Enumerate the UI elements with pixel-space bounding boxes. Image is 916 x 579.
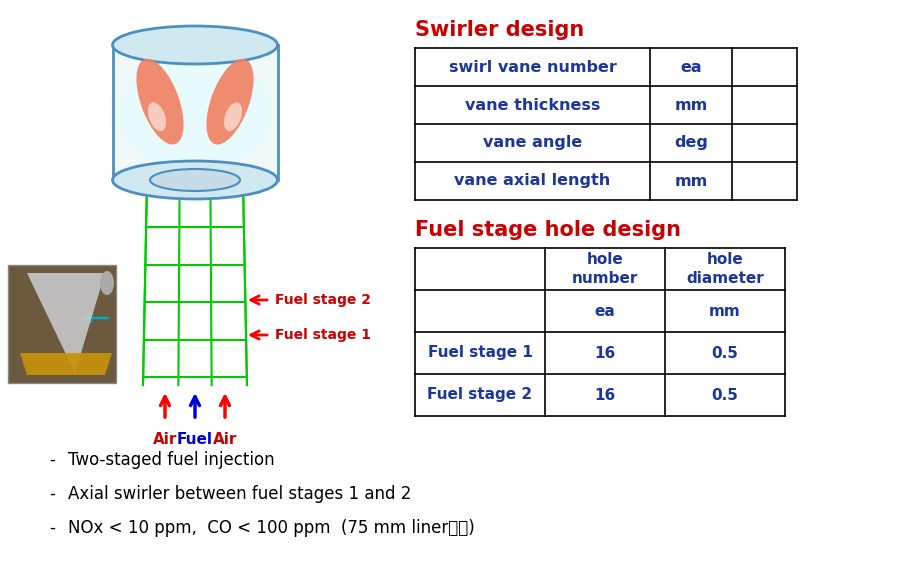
Text: -: - <box>49 485 55 503</box>
Text: ea: ea <box>681 60 702 75</box>
Text: vane axial length: vane axial length <box>454 174 611 189</box>
Text: 16: 16 <box>594 387 616 402</box>
Text: 16: 16 <box>594 346 616 361</box>
Polygon shape <box>20 353 112 375</box>
Text: mm: mm <box>674 174 708 189</box>
Text: -: - <box>49 519 55 537</box>
Text: Fuel stage 2: Fuel stage 2 <box>275 293 371 307</box>
Text: Air: Air <box>213 432 237 447</box>
Ellipse shape <box>136 59 183 145</box>
Text: Fuel stage hole design: Fuel stage hole design <box>415 220 681 240</box>
Text: Fuel: Fuel <box>177 432 213 447</box>
Text: Fuel stage 1: Fuel stage 1 <box>428 346 532 361</box>
Text: 0.5: 0.5 <box>712 346 738 361</box>
Polygon shape <box>113 45 278 180</box>
Text: ea: ea <box>594 303 616 318</box>
Text: Fuel stage 2: Fuel stage 2 <box>428 387 532 402</box>
Text: Fuel stage 1: Fuel stage 1 <box>275 328 371 342</box>
Text: mm: mm <box>709 303 741 318</box>
Text: Swirler design: Swirler design <box>415 20 584 40</box>
Polygon shape <box>27 273 105 373</box>
Ellipse shape <box>100 271 114 295</box>
Ellipse shape <box>113 26 278 64</box>
Text: hole
number: hole number <box>572 252 638 286</box>
Ellipse shape <box>113 161 278 199</box>
Text: Axial swirler between fuel stages 1 and 2: Axial swirler between fuel stages 1 and … <box>68 485 411 503</box>
Ellipse shape <box>150 169 240 191</box>
Text: Two-staged fuel injection: Two-staged fuel injection <box>68 451 275 469</box>
Ellipse shape <box>224 102 242 131</box>
Ellipse shape <box>147 102 166 131</box>
Text: -: - <box>49 451 55 469</box>
Text: hole
diameter: hole diameter <box>686 252 764 286</box>
Text: swirl vane number: swirl vane number <box>449 60 616 75</box>
Text: mm: mm <box>674 97 708 112</box>
FancyBboxPatch shape <box>8 265 116 383</box>
Text: NOx < 10 ppm,  CO < 100 ppm  (75 mm liner기준): NOx < 10 ppm, CO < 100 ppm (75 mm liner기… <box>68 519 474 537</box>
Ellipse shape <box>117 55 272 170</box>
Text: vane thickness: vane thickness <box>464 97 600 112</box>
Text: Air: Air <box>153 432 177 447</box>
Text: vane angle: vane angle <box>483 135 583 151</box>
Ellipse shape <box>206 59 254 145</box>
Text: 0.5: 0.5 <box>712 387 738 402</box>
Text: deg: deg <box>674 135 708 151</box>
